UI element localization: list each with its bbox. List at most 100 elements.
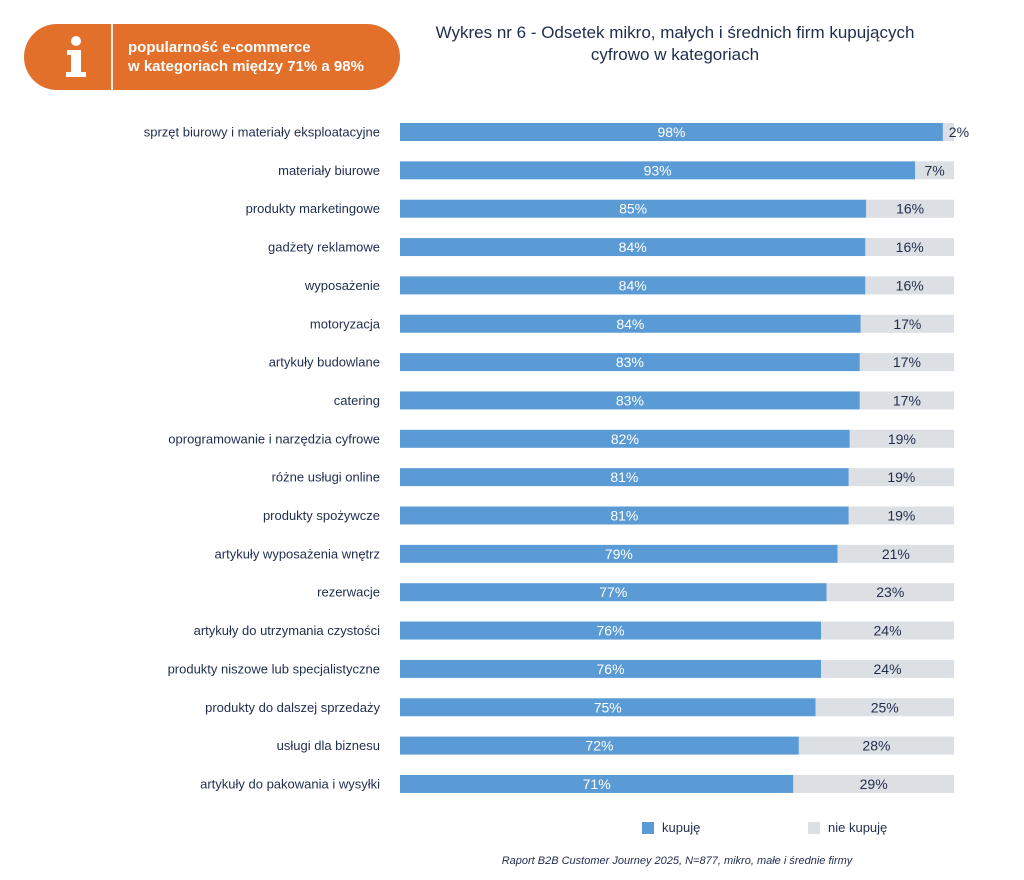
bar-not-buy [942,123,954,141]
bar-not-buy [821,621,954,640]
legend-label-buy: kupuję [662,820,701,835]
bar-buy [400,276,866,295]
data-label-buy: 71% [583,776,611,792]
category-label: wyposażenie [304,278,380,293]
badge-text: popularność e-commerce w kategoriach mię… [128,38,364,76]
bar-buy [400,583,827,602]
data-label-buy: 98% [657,124,685,140]
bar-not-buy [865,276,954,295]
chart-title-line-1: Wykres nr 6 - Odsetek mikro, małych i śr… [435,23,915,42]
data-label-buy: 83% [616,392,644,408]
badge-line-2: w kategoriach między 71% a 98% [128,58,364,75]
bar-not-buy [859,391,954,410]
bar-buy [400,314,861,333]
data-label-not-buy: 7% [924,162,944,178]
legend-swatch-buy [642,821,654,834]
data-label-not-buy: 17% [893,316,921,332]
info-badge: popularność e-commerce w kategoriach mię… [24,24,400,90]
data-label-buy: 85% [619,201,647,217]
category-label: artykuły budowlane [269,355,380,370]
data-label-buy: 72% [585,738,613,754]
bar-buy [400,429,850,448]
category-label: artykuły do pakowania i wysyłki [200,776,380,791]
bar-buy [400,506,849,525]
data-label-buy: 77% [599,584,627,600]
category-label: artykuły do utrzymania czystości [194,623,381,638]
badge-line-1: popularność e-commerce [128,39,311,56]
data-label-not-buy: 16% [896,277,924,293]
data-label-buy: 84% [619,277,647,293]
chart-title: Wykres nr 6 - Odsetek mikro, małych i śr… [410,22,940,66]
category-label: produkty niszowe lub specjalistyczne [168,661,380,676]
data-label-buy: 76% [597,623,625,639]
data-label-buy: 81% [610,508,638,524]
data-label-not-buy: 21% [882,546,910,562]
badge-divider [111,24,113,90]
category-label: produkty do dalszej sprzedaży [205,700,380,715]
bar-not-buy [849,429,954,448]
bar-not-buy [866,199,954,218]
data-label-buy: 84% [616,316,644,332]
category-label: materiały biurowe [278,163,380,178]
category-label: rezerwacje [317,585,380,600]
category-label: catering [334,393,380,408]
bar-buy [400,161,916,180]
bar-not-buy [815,698,954,717]
bar-buy [400,736,799,755]
bar-not-buy [865,238,954,257]
bar-buy [400,199,867,218]
bar-not-buy [821,659,954,678]
data-label-not-buy: 24% [874,623,902,639]
chart-title-line-2: cyfrowo w kategoriach [590,45,760,64]
category-label: produkty spożywcze [263,508,380,523]
data-label-buy: 93% [644,162,672,178]
data-label-not-buy: 16% [896,239,924,255]
bar-not-buy [798,736,954,755]
data-label-not-buy: 2% [949,124,969,140]
legend-label-not-buy: nie kupuję [828,820,888,835]
data-label-buy: 79% [605,546,633,562]
info-icon [46,24,106,90]
data-label-not-buy: 17% [893,354,921,370]
data-label-buy: 76% [597,661,625,677]
category-label: produkty marketingowe [246,201,380,216]
bar-not-buy [915,161,954,180]
category-label: artykuły wyposażenia wnętrz [215,546,380,561]
data-label-buy: 83% [616,354,644,370]
data-label-not-buy: 19% [887,508,915,524]
category-label: oprogramowanie i narzędzia cyfrowe [168,431,380,446]
data-label-not-buy: 17% [893,392,921,408]
data-label-not-buy: 29% [860,776,888,792]
category-label: sprzęt biurowy i materiały eksploatacyjn… [144,125,380,140]
legend-swatch-not-buy [808,821,820,834]
bar-buy [400,391,860,410]
bar-not-buy [826,583,954,602]
data-label-not-buy: 19% [888,431,916,447]
data-label-not-buy: 28% [862,738,890,754]
bar-buy [400,544,838,563]
data-label-buy: 82% [611,431,639,447]
data-label-not-buy: 16% [896,201,924,217]
data-label-not-buy: 24% [874,661,902,677]
data-label-not-buy: 25% [871,699,899,715]
bar-not-buy [848,468,954,487]
bar-not-buy [793,774,954,793]
bar-not-buy [860,314,954,333]
bar-buy [400,621,822,640]
category-label: gadżety reklamowe [268,240,380,255]
data-label-buy: 84% [619,239,647,255]
data-label-not-buy: 23% [876,584,904,600]
bar-buy [400,774,794,793]
bar-buy [400,468,849,487]
data-label-buy: 81% [610,469,638,485]
source-note: Raport B2B Customer Journey 2025, N=877,… [501,855,853,867]
bar-not-buy [848,506,954,525]
bar-buy [400,353,860,372]
bar-not-buy [859,353,954,372]
category-label: motoryzacja [310,316,381,331]
stacked-bar-chart: sprzęt biurowy i materiały eksploatacyjn… [144,123,969,793]
legend-item-buy: kupuję [642,820,700,835]
data-label-buy: 75% [594,699,622,715]
bar-buy [400,123,943,141]
bar-buy [400,698,816,717]
